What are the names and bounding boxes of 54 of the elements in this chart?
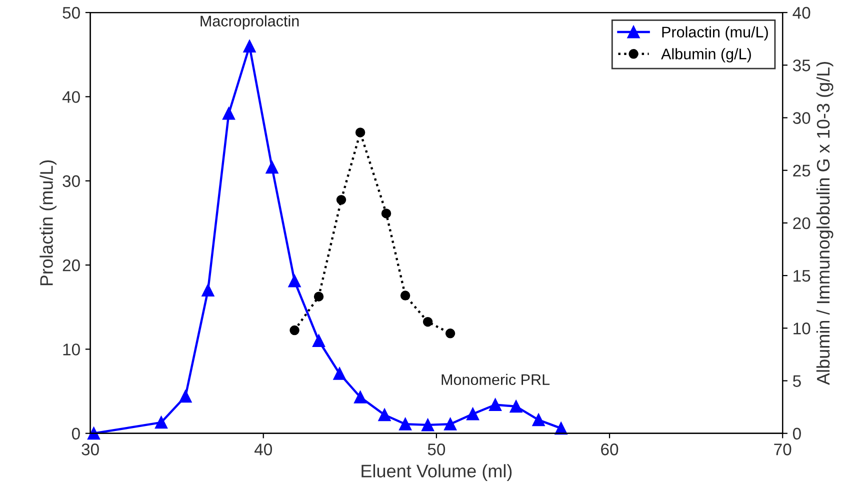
y2-tick-label: 25 [793,164,810,177]
y2-tick-label: 0 [792,428,801,440]
x-tick-label: 50 [428,444,446,456]
point [333,367,346,380]
x-tick-label: 60 [601,444,618,456]
y-tick-label: 0 [72,428,80,440]
point [243,40,256,52]
y2-tick-label: 40 [792,6,810,19]
y-tick-label: 40 [62,91,80,103]
y-axis-title: Prolactin (mu/L) [40,160,56,286]
point [489,398,502,411]
y-tick-label: 30 [62,175,80,188]
point [510,400,522,413]
annotation: Monomeric PRL [442,374,550,386]
point [355,128,366,138]
y-tick-label: 10 [63,344,80,356]
legend-label: Prolactin (mu/L) [662,26,768,41]
y2-tick-label: 10 [794,322,810,334]
x-axis-title: Eluent Volume (ml) [362,464,512,481]
point [222,107,236,120]
point [202,284,214,297]
point [532,414,545,426]
point [381,208,392,218]
point [88,427,100,440]
point [288,274,301,288]
y-tick-label: 50 [62,6,80,19]
x-tick-label: 40 [254,444,272,456]
point [179,390,192,403]
y2-axis-title: Albumin / Immunoglobulin G x 10-3 (g/L) [816,62,834,385]
point [155,416,168,429]
y2-tick-label: 35 [792,60,810,72]
point [354,390,367,404]
legend-label: Albumin (g/L) [661,48,751,62]
point [266,161,278,174]
point [400,290,410,300]
x-tick-label: 70 [774,444,792,456]
point [290,325,300,336]
x-tick-label: 30 [82,444,99,456]
point [445,328,456,338]
point [312,334,326,348]
y2-tick-label: 20 [793,217,810,230]
annotation: Macroprolactin [200,15,299,30]
point [444,418,457,430]
point [336,194,346,205]
point [399,418,412,430]
point [378,408,391,422]
point [466,408,480,420]
point [422,418,434,432]
point [314,292,324,302]
y2-tick-label: 15 [794,270,810,282]
y-tick-label: 20 [62,259,80,272]
y2-tick-label: 5 [792,375,801,387]
point [422,316,433,327]
y2-tick-label: 30 [792,112,810,124]
